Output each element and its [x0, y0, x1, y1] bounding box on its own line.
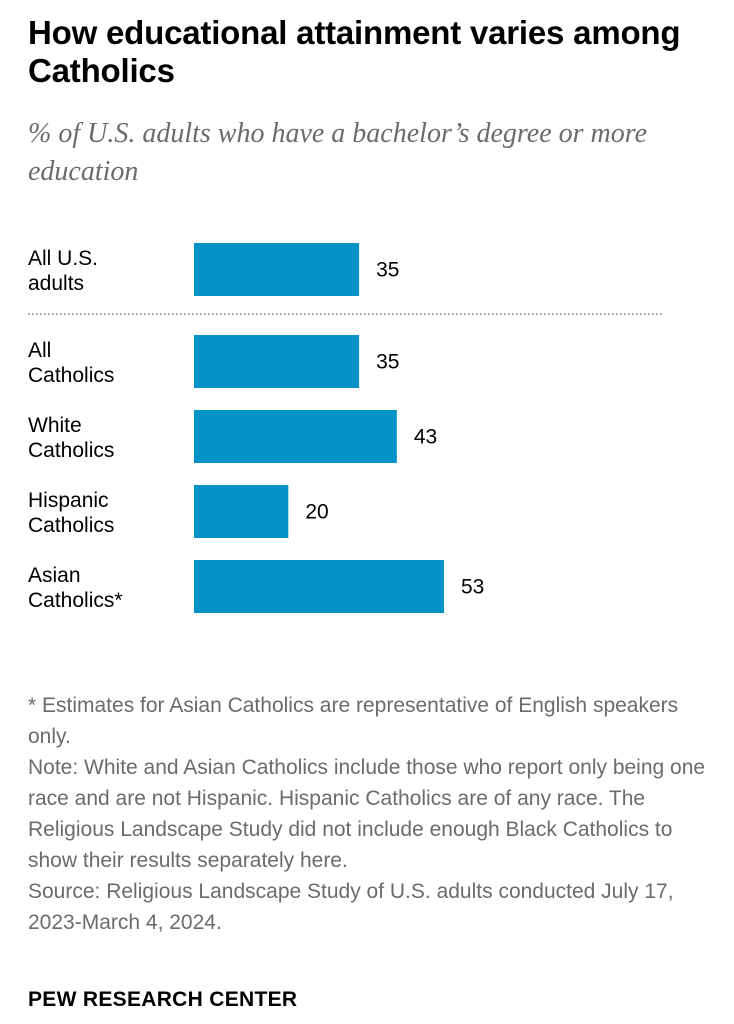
value-label: 43 — [414, 426, 437, 449]
category-label: All Catholics — [28, 339, 114, 387]
category-label: All U.S. adults — [28, 247, 98, 295]
bar — [194, 243, 360, 296]
asterisk-note: * Estimates for Asian Catholics are repr… — [28, 694, 679, 748]
bar-chart: All U.S. adults 35 All Catholics 35 White Catho… — [28, 243, 664, 613]
bar — [194, 335, 360, 388]
category-label: White Catholics — [28, 414, 114, 462]
bar — [194, 485, 289, 538]
source-note: Source: Religious Landscape Study of U.S… — [28, 880, 674, 934]
methodology-note: Note: White and Asian Catholics include … — [28, 756, 706, 872]
pew-research-center-logo: PEW RESEARCH CENTER — [28, 988, 298, 1011]
chart-notes: * Estimates for Asian Catholics are repr… — [28, 690, 718, 938]
value-label: 20 — [305, 501, 328, 524]
category-label: Hispanic Catholics — [28, 489, 114, 537]
bar — [194, 560, 444, 613]
bar — [194, 410, 397, 463]
chart-title: How educational attainment varies among … — [28, 14, 681, 89]
chart-subtitle: % of U.S. adults who have a bachelor’s d… — [28, 118, 648, 187]
category-label: Asian Catholics* — [28, 564, 123, 612]
value-label: 53 — [461, 576, 484, 599]
value-label: 35 — [376, 351, 399, 374]
value-label: 35 — [376, 259, 399, 282]
